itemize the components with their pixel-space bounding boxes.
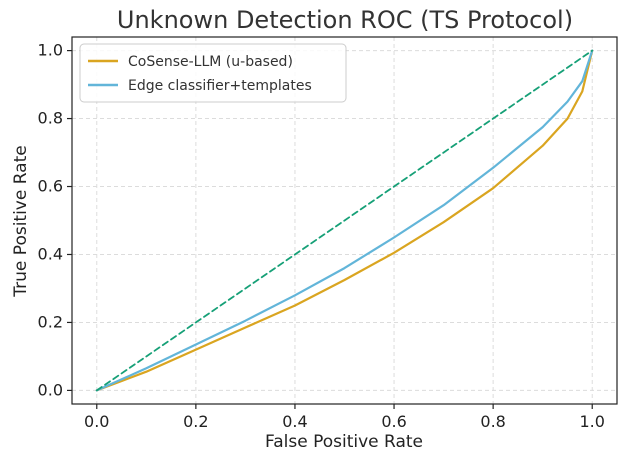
x-tick-label: 0.6 [381, 412, 406, 431]
legend: CoSense-LLM (u-based) Edge classifier+tem… [79, 43, 347, 103]
y-tick-label: 0.8 [38, 109, 63, 128]
diagonal-reference-line [95, 49, 594, 392]
x-tick-label: 0.4 [282, 412, 307, 431]
legend-entry: CoSense-LLM (u-based) [128, 54, 293, 70]
x-tick-label: 1.0 [580, 412, 605, 431]
y-axis-ticks: 0.0 0.2 0.4 0.6 0.8 1.0 [38, 41, 72, 399]
legend-entry: Edge classifier+templates [128, 78, 312, 94]
x-axis-ticks: 0.0 0.2 0.4 0.6 0.8 1.0 [84, 404, 605, 431]
y-tick-label: 0.0 [38, 380, 63, 399]
chart-title: Unknown Detection ROC (TS Protocol) [117, 6, 573, 34]
y-tick-label: 0.6 [38, 177, 63, 196]
x-tick-label: 0.2 [183, 412, 208, 431]
series-line-2 [95, 49, 594, 392]
grid-layer [72, 37, 617, 404]
series-line-1 [95, 49, 594, 392]
plot-frame [71, 36, 618, 405]
y-axis-label: True Positive Rate [11, 145, 31, 297]
legend-box [79, 43, 347, 103]
x-tick-label: 0.8 [480, 412, 505, 431]
y-tick-label: 0.2 [38, 312, 63, 331]
y-tick-label: 1.0 [38, 41, 63, 60]
y-tick-label: 0.4 [38, 244, 63, 263]
x-axis-label: False Positive Rate [265, 432, 423, 452]
x-tick-label: 0.0 [84, 412, 109, 431]
series-layer [95, 49, 594, 392]
